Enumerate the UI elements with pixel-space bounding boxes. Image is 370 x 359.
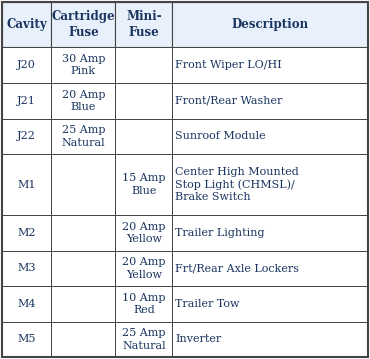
- Bar: [2, 2, 51, 47]
- Bar: [51, 215, 115, 251]
- Text: J22: J22: [17, 131, 36, 141]
- Text: 25 Amp
Natural: 25 Amp Natural: [122, 328, 166, 351]
- Text: M2: M2: [17, 228, 36, 238]
- Bar: [172, 215, 368, 251]
- Bar: [2, 47, 51, 83]
- Bar: [172, 286, 368, 322]
- Bar: [51, 286, 115, 322]
- Text: Center High Mounted
Stop Light (CHMSL)/
Brake Switch: Center High Mounted Stop Light (CHMSL)/ …: [175, 167, 299, 202]
- Text: M4: M4: [17, 299, 36, 309]
- Text: Sunroof Module: Sunroof Module: [175, 131, 266, 141]
- Bar: [2, 83, 51, 118]
- Bar: [51, 322, 115, 357]
- Bar: [115, 2, 172, 47]
- Bar: [2, 286, 51, 322]
- Bar: [172, 83, 368, 118]
- Bar: [115, 83, 172, 118]
- Text: 10 Amp
Red: 10 Amp Red: [122, 293, 165, 315]
- Text: J20: J20: [17, 60, 36, 70]
- Text: 20 Amp
Yellow: 20 Amp Yellow: [122, 222, 165, 244]
- Bar: [172, 2, 368, 47]
- Bar: [51, 83, 115, 118]
- Text: Trailer Lighting: Trailer Lighting: [175, 228, 265, 238]
- Bar: [2, 322, 51, 357]
- Bar: [115, 251, 172, 286]
- Text: 30 Amp
Pink: 30 Amp Pink: [61, 54, 105, 76]
- Text: Inverter: Inverter: [175, 335, 221, 344]
- Bar: [2, 118, 51, 154]
- Bar: [51, 154, 115, 215]
- Bar: [115, 215, 172, 251]
- Text: 25 Amp
Natural: 25 Amp Natural: [61, 125, 105, 148]
- Text: Front Wiper LO/HI: Front Wiper LO/HI: [175, 60, 282, 70]
- Bar: [172, 47, 368, 83]
- Bar: [172, 251, 368, 286]
- Bar: [2, 215, 51, 251]
- Bar: [51, 251, 115, 286]
- Text: Frt/Rear Axle Lockers: Frt/Rear Axle Lockers: [175, 264, 299, 273]
- Bar: [51, 2, 115, 47]
- Text: Trailer Tow: Trailer Tow: [175, 299, 240, 309]
- Text: Mini-
Fuse: Mini- Fuse: [126, 10, 162, 39]
- Text: Front/Rear Washer: Front/Rear Washer: [175, 96, 282, 106]
- Text: Cartridge
Fuse: Cartridge Fuse: [51, 10, 115, 39]
- Bar: [2, 251, 51, 286]
- Bar: [115, 118, 172, 154]
- Bar: [51, 118, 115, 154]
- Bar: [172, 154, 368, 215]
- Bar: [172, 118, 368, 154]
- Bar: [115, 47, 172, 83]
- Text: Description: Description: [232, 18, 309, 31]
- Text: 20 Amp
Yellow: 20 Amp Yellow: [122, 257, 165, 280]
- Text: J21: J21: [17, 96, 36, 106]
- Bar: [115, 322, 172, 357]
- Text: 20 Amp
Blue: 20 Amp Blue: [61, 90, 105, 112]
- Bar: [115, 286, 172, 322]
- Text: 15 Amp
Blue: 15 Amp Blue: [122, 173, 165, 196]
- Text: Cavity: Cavity: [6, 18, 47, 31]
- Bar: [51, 47, 115, 83]
- Bar: [172, 322, 368, 357]
- Text: M1: M1: [17, 180, 36, 190]
- Bar: [2, 154, 51, 215]
- Text: M5: M5: [17, 335, 36, 344]
- Bar: [115, 154, 172, 215]
- Text: M3: M3: [17, 264, 36, 273]
